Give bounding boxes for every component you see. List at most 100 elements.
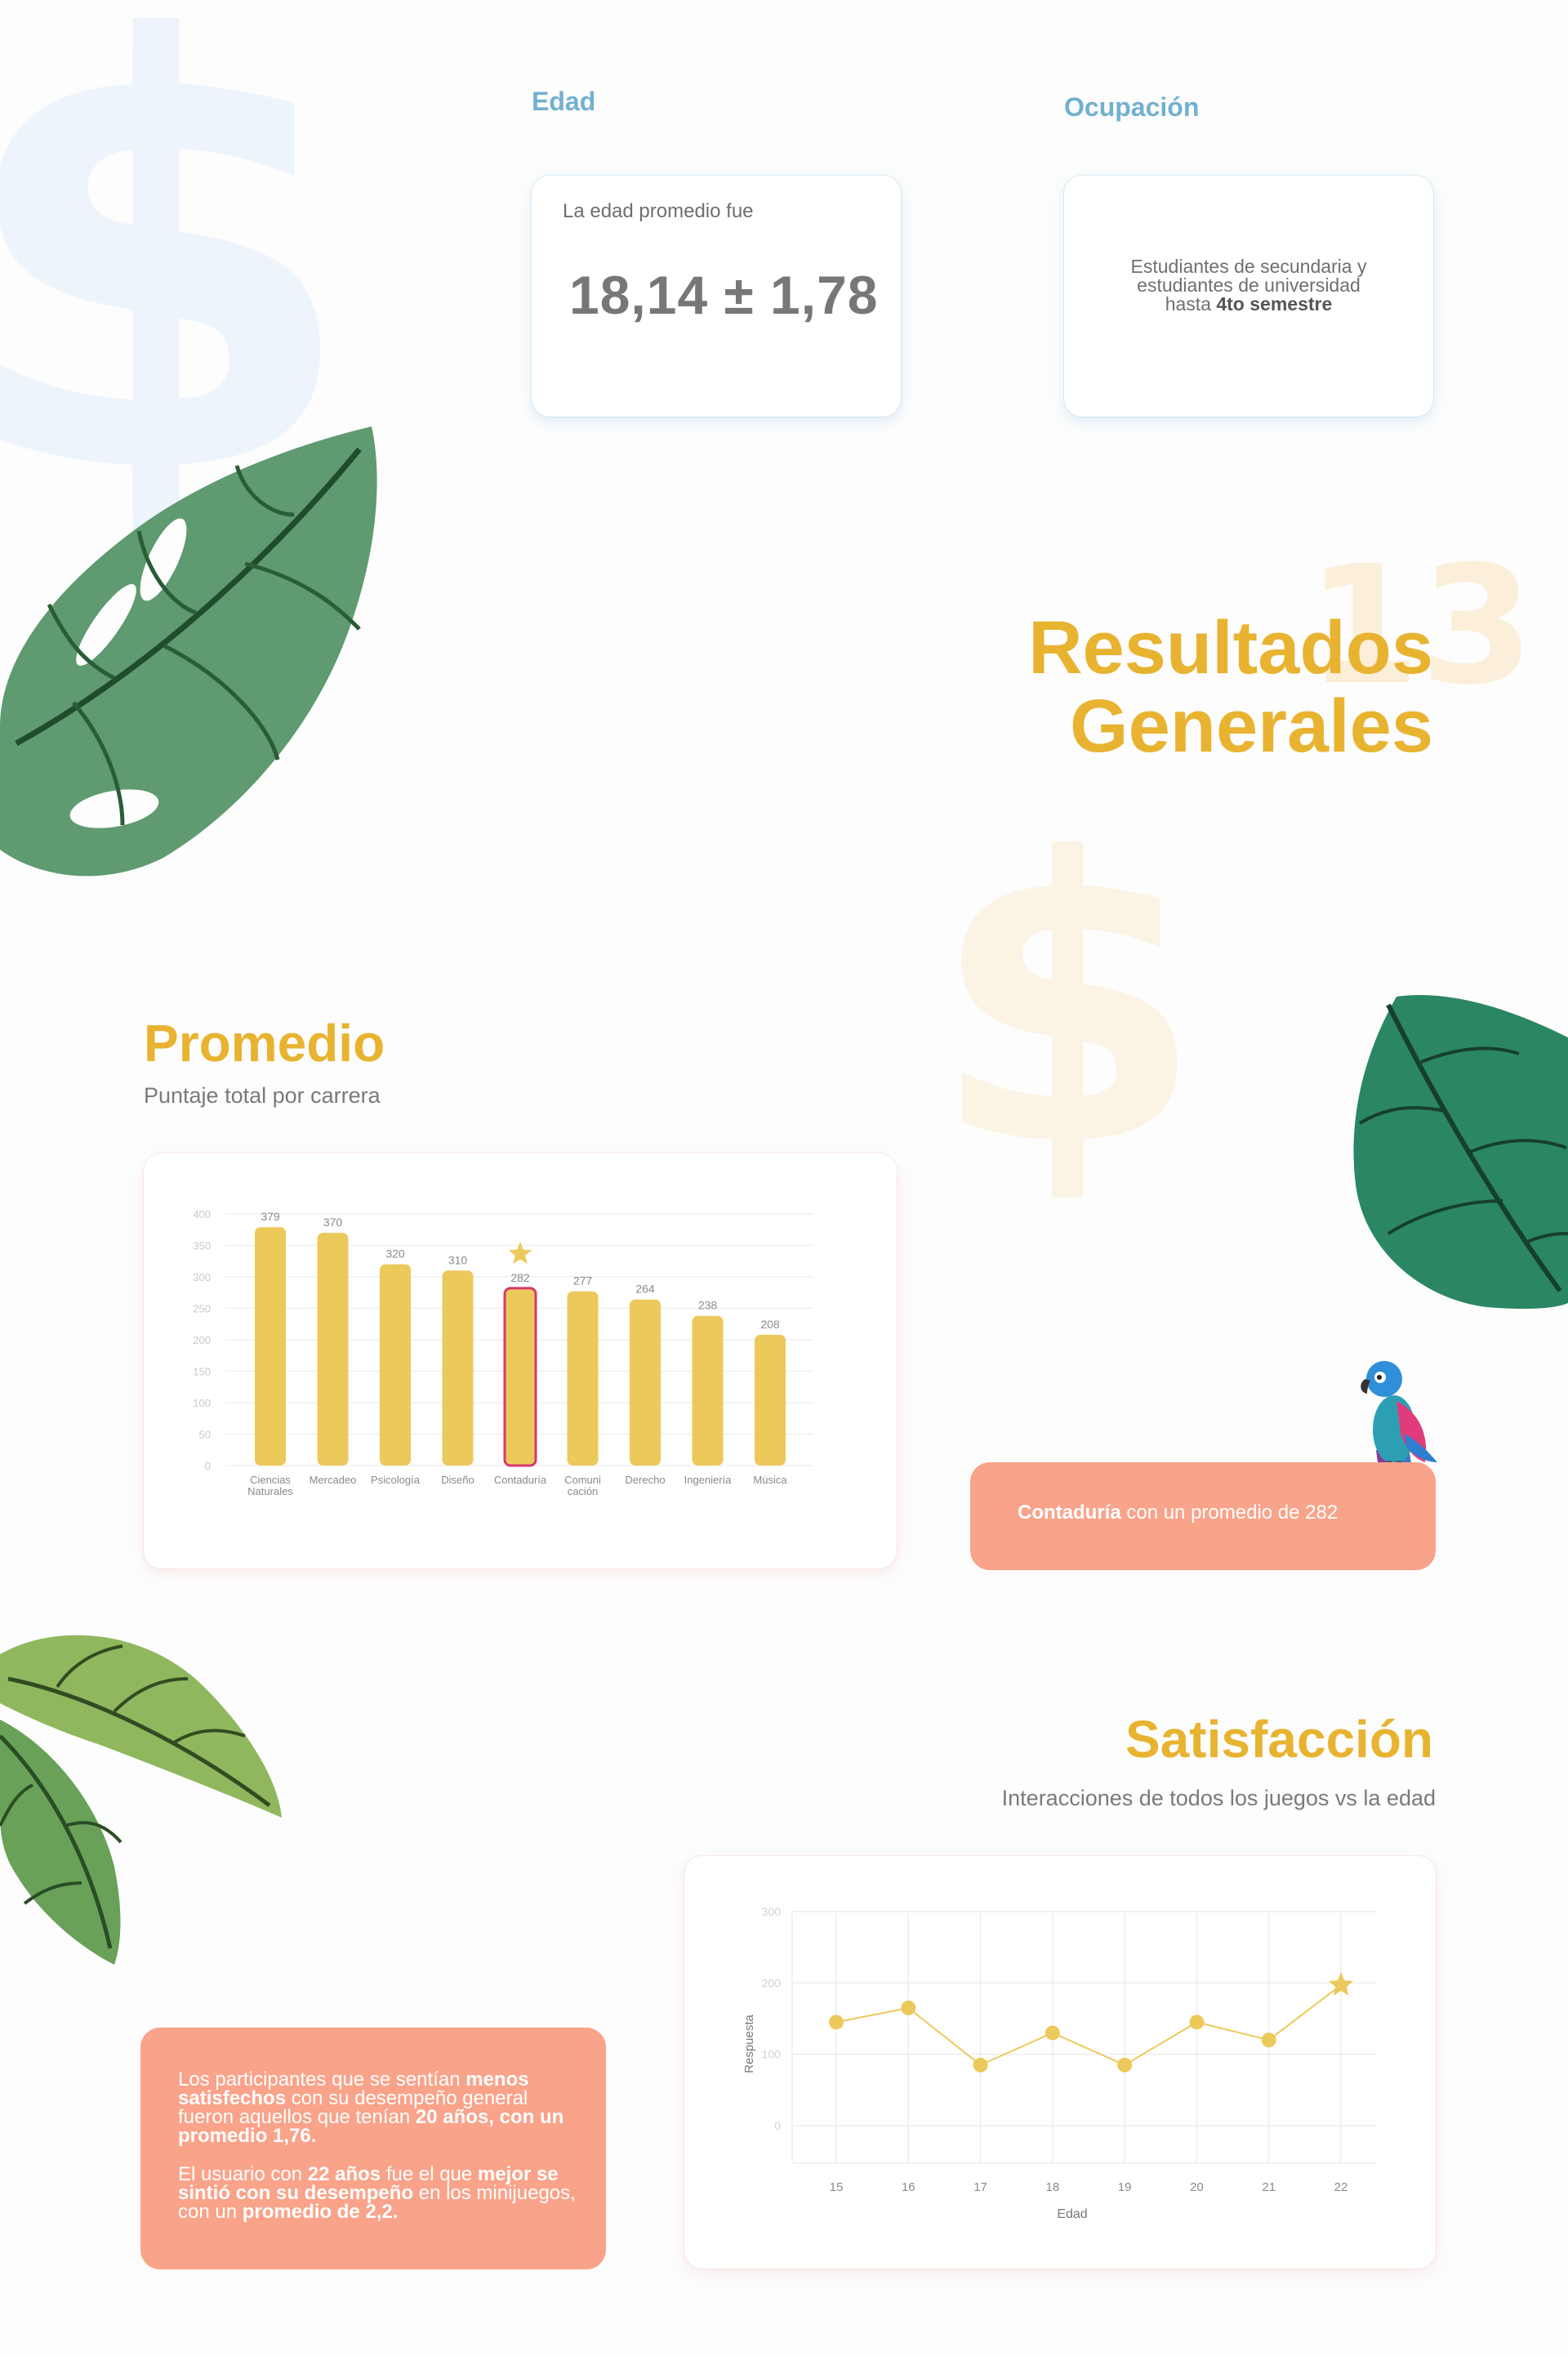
bar [317,1233,349,1466]
ocupacion-label: Ocupación [1064,92,1200,122]
y-tick-label: 100 [193,1397,211,1409]
ocupacion-card: Estudiantes de secundaria y estudiantes … [1064,176,1433,417]
bar [567,1291,599,1466]
callout-p2-segment: promedio de 2,2. [242,2201,399,2223]
x-tick-label: Ciencias [250,1474,291,1486]
bar [380,1264,411,1466]
ocupacion-line-2: estudiantes de universidad [1137,274,1361,296]
bar [503,1287,537,1467]
bar-value-label: 264 [635,1283,655,1296]
promedio-callout-rest: con un promedio de 282 [1120,1502,1339,1524]
line-chart: 0 100 200 300 15 16 17 18 19 20 21 22 Edad Respuesta [742,1905,1377,2221]
x-tick-label: 22 [1334,2180,1348,2194]
x-tick-label: Mercadeo [310,1474,357,1486]
x-tick-label: Contaduría [494,1474,547,1486]
data-point [1045,2025,1060,2041]
bar-value-label: 310 [448,1253,468,1266]
ocupacion-line-3-bold: 4to semestre [1216,293,1333,315]
satisfaccion-callout-paragraph-1: Los participantes que se sentían menos s… [178,2068,586,2147]
y-tick-label: 400 [193,1208,211,1220]
x-tick-label: 21 [1262,2180,1276,2194]
page-number: 13 [1307,531,1535,721]
bar [692,1315,724,1466]
data-point [829,2015,844,2030]
y-tick-label: 350 [193,1240,211,1252]
data-point [973,2057,988,2073]
x-tick-label: Diseño [441,1474,474,1486]
satisfaccion-callout-paragraph-2: El usuario con 22 años fue el que mejor … [178,2163,586,2223]
callout-p1-segment: menos satisfechos [178,2068,529,2109]
satisfaccion-subtitle: Interacciones de todos los juegos vs la … [1001,1786,1436,1810]
bar [442,1270,474,1466]
y-tick-label: 0 [205,1460,211,1472]
x-tick-label: Música [753,1474,787,1486]
satisfaccion-callout-text: Los participantes que se sentían menos s… [178,2068,586,2223]
promedio-callout: Contaduría con un promedio de 282 [970,1462,1436,1570]
bar-chart-card: 0 50 100 150 200 250 300 350 400 379 Ciencias Natur… [144,1153,897,1568]
x-tick-label: 20 [1190,2180,1204,2194]
edad-caption: La edad promedio fue [563,200,754,222]
x-tick-label: 18 [1046,2180,1060,2194]
x-tick-label: cación [568,1485,599,1497]
line-chart-card: 0 100 200 300 15 16 17 18 19 20 21 22 Edad Respuesta [684,1856,1436,2269]
x-tick-label: Ingeniería [684,1474,733,1486]
satisfaccion-callout: Los participantes que se sentían menos s… [140,2028,606,2269]
callout-p1-segment: con su desempeño general fueron aquellos… [178,2087,528,2128]
bar [755,1334,786,1466]
star-icon [508,1241,532,1264]
data-point [1189,2015,1205,2030]
monstera-leaf-icon [1353,995,1568,1310]
y-tick-label: 200 [762,1976,782,1989]
ocupacion-line-3: hasta 4to semestre [1097,295,1401,314]
monstera-leaf-icon [0,426,377,877]
callout-p2-segment: El usuario con [178,2163,308,2185]
ocupacion-text: Estudiantes de secundaria y estudiantes … [1097,257,1401,314]
y-axis-label: Respuesta [742,2014,756,2073]
y-tick-label: 50 [199,1429,211,1441]
y-tick-label: 200 [193,1334,211,1346]
callout-p1-segment: Los participantes que se sentían [178,2068,466,2091]
x-tick-label: Naturales [247,1485,293,1497]
bar-value-label: 282 [510,1271,530,1284]
edad-value: 18,14 ± 1,78 [569,265,879,325]
section-title: Resultados Generales [862,609,1433,765]
y-tick-label: 300 [762,1905,782,1918]
tropical-leaves-icon [0,1635,282,1965]
callout-p2-segment: 22 años [307,2163,381,2185]
bar-value-label: 370 [323,1216,343,1229]
x-tick-label: Comuni [564,1474,601,1486]
bar-value-label: 208 [760,1318,780,1331]
bar-value-label: 238 [698,1299,718,1312]
section-title-line-2: Generales [1070,685,1433,768]
callout-p2-segment: mejor se sintió con su desempeño [178,2163,559,2204]
data-point [1117,2057,1133,2073]
callout-p1-segment: 20 años, con un promedio 1,76. [178,2106,564,2147]
bar [255,1227,286,1466]
edad-label: Edad [532,87,596,116]
bar-chart: 0 50 100 150 200 250 300 350 400 379 CienciasNatur… [193,1208,813,1497]
ocupacion-line-1: Estudiantes de secundaria y [1130,256,1367,277]
star-icon [1328,1972,1354,1996]
x-tick-label: Derecho [625,1474,665,1486]
y-tick-label: 250 [193,1303,211,1315]
y-tick-label: 150 [193,1366,211,1378]
y-tick-label: 0 [774,2119,781,2132]
x-tick-label: 19 [1118,2180,1132,2194]
x-axis-label: Edad [1057,2207,1087,2221]
x-tick-label: Psicología [371,1474,421,1486]
dollar-sign-decoration-cream: $ [931,776,1204,1233]
y-tick-label: 100 [762,2048,782,2061]
edad-card: La edad promedio fue 18,14 ± 1,78 [532,176,901,417]
promedio-callout-text: Contaduría con un promedio de 282 [1018,1502,1338,1524]
data-point [901,2000,916,2015]
bar-value-label: 379 [261,1210,280,1223]
ocupacion-line-3-prefix: hasta [1165,293,1217,315]
bar-value-label: 277 [573,1274,593,1287]
promedio-title: Promedio [144,1014,385,1073]
bar-value-label: 320 [385,1247,405,1261]
callout-p2-segment: en los minijuegos, con un [178,2182,576,2223]
series-line [835,1984,1342,2066]
promedio-callout-bold: Contaduría [1018,1502,1121,1524]
bar [630,1299,661,1466]
x-tick-label: 15 [830,2180,844,2194]
